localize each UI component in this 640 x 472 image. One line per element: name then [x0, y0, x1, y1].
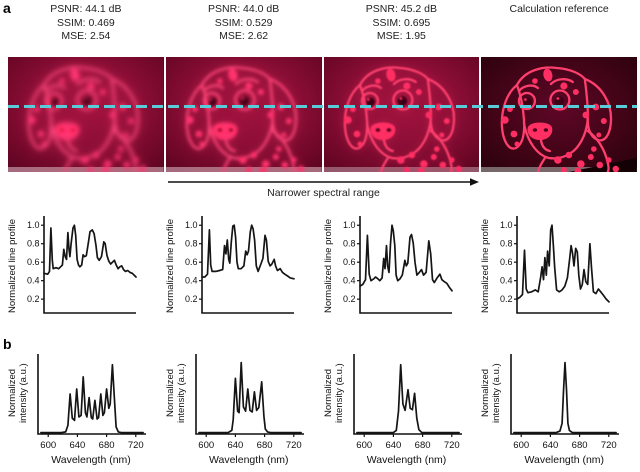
metric-line: PSNR: 45.2 dB: [365, 3, 437, 15]
y-axis-label: Normalized intensity (a.u.): [322, 363, 345, 423]
svg-text:680: 680: [572, 440, 588, 451]
svg-text:0.8: 0.8: [500, 239, 513, 249]
x-axis-label: Wavelength (nm): [366, 454, 447, 466]
metric-line: SSIM: 0.529: [214, 16, 273, 29]
narrower-range-arrow: [168, 176, 479, 188]
svg-text:600: 600: [198, 440, 214, 451]
y-axis-label: Normalized line profile: [322, 219, 334, 313]
metric-line: PSNR: 44.0 dB: [208, 3, 280, 15]
fluorescence-image-1: [8, 57, 164, 172]
metrics-column-reference: Calculation reference: [481, 3, 637, 44]
metric-line: SSIM: 0.695: [372, 16, 431, 29]
svg-text:600: 600: [514, 440, 530, 451]
spectrum-chart-2: 600 640 680 720: [194, 354, 304, 451]
fluorescence-image-row: [8, 57, 637, 172]
line-profile-row: Normalized line profile 0.2 0.4 0.6 0.8 1.0 …: [7, 211, 637, 321]
line-profile-chart-2: 0.2 0.4 0.6 0.8 1.0: [185, 216, 295, 314]
svg-text:0.8: 0.8: [27, 239, 40, 249]
svg-text:680: 680: [99, 440, 115, 451]
y-axis-label: Normalized line profile: [7, 219, 18, 313]
svg-text:640: 640: [227, 440, 243, 451]
line-profile-chart-1: 0.2 0.4 0.6 0.8 1.0: [27, 216, 137, 314]
svg-text:0.2: 0.2: [342, 294, 355, 304]
emission-spectrum-plot-4: Normalized intensity (a.u.) 600 640 680 720…: [480, 348, 637, 466]
line-profile-plot-3: Normalized line profile 0.2 0.4 0.6 0.8 1.0: [322, 211, 480, 321]
svg-text:720: 720: [286, 440, 302, 451]
svg-text:0.6: 0.6: [27, 257, 40, 267]
panel-b-label: b: [3, 336, 12, 352]
x-axis-label: Wavelength (nm): [208, 454, 289, 466]
metric-line: MSE: 1.95: [376, 30, 426, 42]
svg-text:680: 680: [414, 440, 430, 451]
svg-text:0.4: 0.4: [27, 276, 40, 286]
svg-text:0.2: 0.2: [185, 294, 198, 304]
svg-text:0.6: 0.6: [500, 257, 513, 267]
line-profile-chart-4: 0.2 0.4 0.6 0.8 1.0: [500, 216, 611, 314]
emission-spectrum-plot-2: Normalized intensity (a.u.) 600 640 680 720…: [164, 348, 322, 466]
svg-text:0.4: 0.4: [185, 276, 198, 286]
fluorescence-image-reference: [481, 57, 637, 172]
panel-a-label: a: [3, 0, 11, 16]
metric-line: Calculation reference: [509, 3, 609, 15]
y-axis-label: Normalized intensity (a.u.): [7, 363, 29, 423]
y-axis-label: Normalized intensity (a.u.): [480, 363, 503, 423]
metric-line: MSE: 2.62: [219, 30, 269, 42]
line-profile-plot-4: Normalized line profile 0.2 0.4 0.6 0.8 1.0: [480, 211, 637, 321]
spectra-row: Normalized intensity (a.u.) 600 640 680 720…: [7, 348, 637, 466]
y-axis-label: Normalized line profile: [480, 219, 492, 313]
svg-text:1.0: 1.0: [185, 220, 198, 230]
metric-line: MSE: 2.54: [61, 30, 111, 42]
metrics-column-1: PSNR: 44.1 dB SSIM: 0.469 MSE: 2.54: [8, 3, 164, 44]
x-axis-label: Wavelength (nm): [51, 454, 131, 466]
svg-text:0.6: 0.6: [342, 257, 355, 267]
arrow-label: Narrower spectral range: [267, 187, 380, 199]
line-profile-plot-1: Normalized line profile 0.2 0.4 0.6 0.8 1.0: [7, 211, 164, 321]
scan-line-dashed: [8, 105, 637, 108]
x-axis-label: Wavelength (nm): [524, 454, 605, 466]
fluorescence-image-2: [165, 57, 322, 172]
spectrum-chart-1: 600 640 680 720: [37, 354, 146, 451]
fluorescence-image-3: [323, 57, 480, 172]
svg-text:720: 720: [443, 440, 459, 451]
metric-line: PSNR: 44.1 dB: [50, 3, 122, 15]
svg-text:0.6: 0.6: [185, 257, 198, 267]
svg-text:720: 720: [128, 440, 144, 451]
svg-text:640: 640: [69, 440, 85, 451]
y-axis-label: Normalized line profile: [164, 219, 176, 313]
metrics-row: PSNR: 44.1 dB SSIM: 0.469 MSE: 2.54 PSNR…: [8, 3, 637, 44]
svg-text:0.2: 0.2: [27, 294, 40, 304]
line-profile-plot-2: Normalized line profile 0.2 0.4 0.6 0.8 1.0: [164, 211, 322, 321]
line-profile-chart-3: 0.2 0.4 0.6 0.8 1.0: [342, 216, 453, 314]
emission-spectrum-plot-3: Normalized intensity (a.u.) 600 640 680 720…: [322, 348, 480, 466]
spectrum-chart-3: 600 640 680 720: [352, 354, 462, 451]
svg-text:680: 680: [256, 440, 272, 451]
svg-text:640: 640: [543, 440, 559, 451]
svg-text:640: 640: [385, 440, 401, 451]
spectrum-chart-4: 600 640 680 720: [510, 354, 620, 451]
metrics-column-3: PSNR: 45.2 dB SSIM: 0.695 MSE: 1.95: [324, 3, 480, 44]
svg-text:1.0: 1.0: [27, 220, 40, 230]
svg-text:0.4: 0.4: [342, 276, 355, 286]
svg-text:1.0: 1.0: [500, 220, 513, 230]
svg-text:600: 600: [356, 440, 372, 451]
svg-text:0.8: 0.8: [342, 239, 355, 249]
svg-text:0.2: 0.2: [500, 294, 513, 304]
emission-spectrum-plot-1: Normalized intensity (a.u.) 600 640 680 720…: [7, 348, 164, 466]
metric-line: SSIM: 0.469: [56, 16, 115, 29]
arrow-right-icon: [168, 178, 479, 186]
svg-text:0.8: 0.8: [185, 239, 198, 249]
svg-text:720: 720: [601, 440, 617, 451]
svg-text:600: 600: [40, 440, 56, 451]
svg-text:0.4: 0.4: [500, 276, 513, 286]
y-axis-label: Normalized intensity (a.u.): [164, 363, 187, 423]
svg-text:1.0: 1.0: [342, 220, 355, 230]
metrics-column-2: PSNR: 44.0 dB SSIM: 0.529 MSE: 2.62: [166, 3, 322, 44]
